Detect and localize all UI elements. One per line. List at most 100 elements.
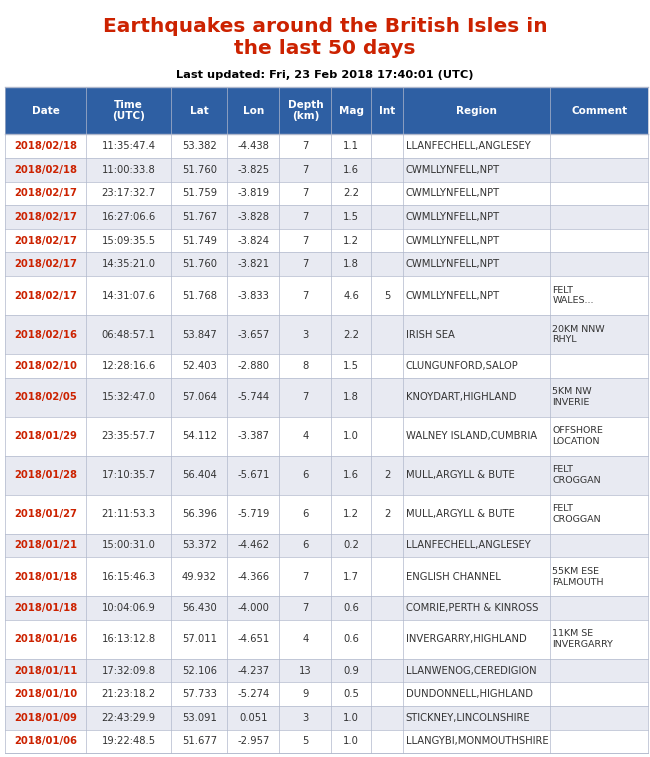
Text: 52.106: 52.106	[182, 665, 217, 675]
Bar	[5, 456, 648, 494]
Bar	[5, 205, 648, 229]
Text: 56.404: 56.404	[182, 470, 217, 480]
Text: 49.932: 49.932	[182, 572, 217, 581]
Bar	[5, 354, 648, 378]
Text: COMRIE,PERTH & KINROSS: COMRIE,PERTH & KINROSS	[406, 603, 538, 613]
Text: 53.847: 53.847	[182, 329, 217, 339]
Text: 0.5: 0.5	[343, 689, 359, 699]
Bar	[5, 620, 648, 659]
Text: 54.112: 54.112	[182, 431, 217, 441]
Bar	[5, 557, 648, 596]
Text: 2018/02/18: 2018/02/18	[14, 165, 77, 175]
Text: MULL,ARGYLL & BUTE: MULL,ARGYLL & BUTE	[406, 509, 515, 519]
Text: CWMLLYNFELL,NPT: CWMLLYNFELL,NPT	[406, 291, 500, 301]
Text: 6: 6	[302, 470, 309, 480]
Text: STICKNEY,LINCOLNSHIRE: STICKNEY,LINCOLNSHIRE	[406, 713, 530, 723]
Text: 0.6: 0.6	[343, 603, 359, 613]
Text: 7: 7	[302, 165, 309, 175]
Text: 21:11:53.3: 21:11:53.3	[101, 509, 156, 519]
Text: 7: 7	[302, 259, 309, 269]
Text: 20KM NNW
RHYL: 20KM NNW RHYL	[552, 325, 605, 344]
Text: 51.677: 51.677	[182, 737, 217, 746]
Text: LLANFECHELL,ANGLESEY: LLANFECHELL,ANGLESEY	[406, 141, 530, 151]
Text: 0.051: 0.051	[239, 713, 268, 723]
Text: 51.760: 51.760	[182, 165, 217, 175]
Text: 57.733: 57.733	[182, 689, 217, 699]
Text: 2018/02/10: 2018/02/10	[14, 361, 77, 371]
Text: -4.000: -4.000	[237, 603, 269, 613]
Text: 2018/01/09: 2018/01/09	[14, 713, 77, 723]
Text: WALNEY ISLAND,CUMBRIA: WALNEY ISLAND,CUMBRIA	[406, 431, 537, 441]
Text: 11:35:47.4: 11:35:47.4	[101, 141, 155, 151]
Text: 1.2: 1.2	[343, 509, 359, 519]
Bar	[5, 416, 648, 456]
Text: 1.7: 1.7	[343, 572, 359, 581]
Text: -3.825: -3.825	[237, 165, 270, 175]
Text: 2: 2	[384, 470, 391, 480]
Text: 0.2: 0.2	[343, 540, 359, 550]
Text: 2018/02/05: 2018/02/05	[14, 392, 77, 402]
Bar	[5, 659, 648, 682]
Text: -3.819: -3.819	[237, 188, 270, 198]
Bar	[5, 596, 648, 620]
Text: 2018/01/27: 2018/01/27	[14, 509, 77, 519]
Text: FELT
CROGGAN: FELT CROGGAN	[552, 504, 601, 524]
Text: 4.6: 4.6	[343, 291, 359, 301]
Text: 11:00:33.8: 11:00:33.8	[102, 165, 155, 175]
Text: FELT
CROGGAN: FELT CROGGAN	[552, 466, 601, 485]
Text: Int: Int	[379, 106, 395, 116]
Text: 2018/01/29: 2018/01/29	[14, 431, 77, 441]
Text: 15:32:47.0: 15:32:47.0	[101, 392, 155, 402]
Text: KNOYDART,HIGHLAND: KNOYDART,HIGHLAND	[406, 392, 516, 402]
Bar	[5, 134, 648, 158]
Text: -3.828: -3.828	[237, 212, 270, 222]
Text: 3: 3	[302, 329, 309, 339]
Text: 2018/02/17: 2018/02/17	[14, 188, 77, 198]
Text: 12:28:16.6: 12:28:16.6	[101, 361, 156, 371]
Text: 3: 3	[302, 713, 309, 723]
Text: 17:10:35.7: 17:10:35.7	[101, 470, 156, 480]
Text: 16:27:06.6: 16:27:06.6	[101, 212, 156, 222]
Text: 56.430: 56.430	[182, 603, 217, 613]
Text: Region: Region	[456, 106, 497, 116]
Bar	[5, 229, 648, 252]
Bar	[5, 315, 648, 354]
Text: 4: 4	[302, 431, 309, 441]
Text: Mag: Mag	[339, 106, 364, 116]
Text: 1.0: 1.0	[343, 431, 359, 441]
Text: 51.749: 51.749	[182, 235, 217, 245]
Text: 5: 5	[384, 291, 391, 301]
Text: 1.6: 1.6	[343, 165, 359, 175]
Text: 2: 2	[384, 509, 391, 519]
Text: 0.6: 0.6	[343, 634, 359, 644]
Bar	[5, 182, 648, 205]
Text: 1.5: 1.5	[343, 212, 359, 222]
Text: 1.8: 1.8	[343, 259, 359, 269]
Text: 1.2: 1.2	[343, 235, 359, 245]
Text: 51.760: 51.760	[182, 259, 217, 269]
Text: Lon: Lon	[243, 106, 264, 116]
Bar	[5, 682, 648, 706]
Bar	[5, 158, 648, 182]
Text: 1.8: 1.8	[343, 392, 359, 402]
Text: Time
(UTC): Time (UTC)	[112, 100, 145, 121]
Text: INVERGARRY,HIGHLAND: INVERGARRY,HIGHLAND	[406, 634, 526, 644]
Bar	[5, 378, 648, 416]
Text: -5.671: -5.671	[237, 470, 270, 480]
Text: IRISH SEA: IRISH SEA	[406, 329, 455, 339]
Text: -5.719: -5.719	[237, 509, 270, 519]
Text: 7: 7	[302, 235, 309, 245]
Bar	[5, 706, 648, 730]
Text: 22:43:29.9: 22:43:29.9	[101, 713, 156, 723]
Text: 57.064: 57.064	[182, 392, 217, 402]
Text: -2.957: -2.957	[237, 737, 270, 746]
Text: 7: 7	[302, 572, 309, 581]
Text: 16:15:46.3: 16:15:46.3	[101, 572, 156, 581]
Text: -4.366: -4.366	[237, 572, 270, 581]
Text: 51.767: 51.767	[182, 212, 217, 222]
Text: 23:17:32.7: 23:17:32.7	[101, 188, 156, 198]
Text: 9: 9	[302, 689, 309, 699]
Text: 7: 7	[302, 603, 309, 613]
Text: 7: 7	[302, 188, 309, 198]
Text: Earthquakes around the British Isles in
the last 50 days: Earthquakes around the British Isles in …	[103, 17, 547, 58]
